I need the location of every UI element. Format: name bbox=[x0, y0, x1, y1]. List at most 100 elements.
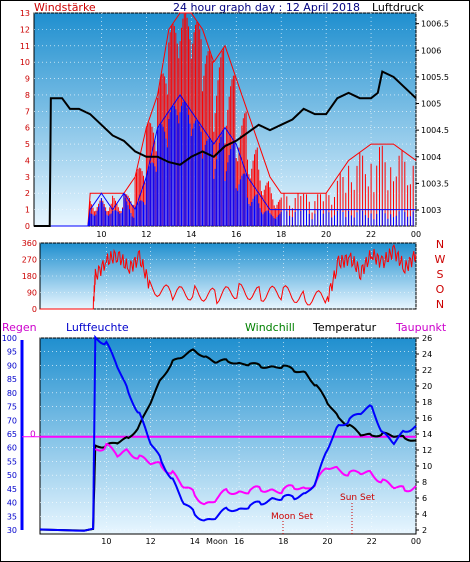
bottom-x-tick-label: 20 bbox=[322, 537, 332, 546]
bottom-x-moon-label: Moon bbox=[206, 537, 228, 546]
direction-series bbox=[40, 243, 417, 310]
wind-tick-label: 8 bbox=[25, 91, 30, 100]
wind-tick-label: 3 bbox=[25, 173, 30, 182]
wind-panel-x-ticks: 10 12 14 16 18 20 22 00 bbox=[96, 230, 421, 239]
wind-tick-label: 7 bbox=[25, 107, 30, 116]
wind-tick-label: 9 bbox=[25, 75, 30, 84]
wind-avg-series bbox=[34, 94, 416, 227]
temperature-tick-label: 6 bbox=[422, 494, 427, 503]
pressure-tick-label: 1004 bbox=[421, 153, 441, 162]
humidity-tick-label: 65 bbox=[7, 430, 17, 439]
temperature-tick-label: 8 bbox=[422, 478, 427, 487]
pressure-tick-label: 1003.5 bbox=[421, 179, 449, 188]
pressure-tick-label: 1005.5 bbox=[421, 73, 449, 82]
pressure-tick-label: 1005 bbox=[421, 100, 441, 109]
humidity-tick-label: 45 bbox=[7, 485, 17, 494]
humidity-tick-label: 85 bbox=[7, 375, 17, 384]
chart-title: 24 hour graph day : 12 April 2018 bbox=[173, 1, 360, 14]
wind-tick-label: 2 bbox=[25, 189, 30, 198]
direction-panel-grid bbox=[40, 242, 417, 310]
direction-letter: W bbox=[435, 253, 446, 266]
legend-regen: Regen bbox=[2, 321, 37, 334]
wind-x-tick-label: 22 bbox=[366, 230, 376, 239]
wind-panel-series bbox=[34, 12, 417, 227]
wind-x-tick-label: 18 bbox=[276, 230, 286, 239]
wind-tick-label: 13 bbox=[20, 9, 30, 18]
humidity-tick-label: 35 bbox=[7, 512, 17, 521]
wind-gust-series bbox=[34, 12, 417, 227]
bottom-panel-series bbox=[22, 334, 417, 532]
direction-axis-ticks: 0 90 180 270 360 bbox=[22, 239, 37, 314]
temperature-tick-label: 26 bbox=[422, 334, 432, 343]
humidity-tick-label: 70 bbox=[7, 416, 17, 425]
direction-tick-label: 90 bbox=[27, 289, 37, 298]
direction-letter: N bbox=[436, 298, 444, 311]
pressure-axis-ticks: 1003 1003.5 1004 1004.5 1005 1005.5 1006 1006.5 bbox=[416, 20, 449, 215]
wind-x-tick-label: 14 bbox=[186, 230, 196, 239]
legend-luftfeuchte: Luftfeuchte bbox=[66, 321, 129, 334]
direction-series bbox=[40, 243, 417, 310]
bottom-x-tick-label: 18 bbox=[278, 537, 288, 546]
humidity-tick-label: 100 bbox=[2, 334, 17, 343]
bottom-x-tick-label: 22 bbox=[367, 537, 377, 546]
temperature-tick-label: 24 bbox=[422, 350, 432, 359]
temperature-tick-label: 20 bbox=[422, 382, 432, 391]
wind-x-tick-label: 10 bbox=[96, 230, 106, 239]
legend-taupunkt: Taupunkt bbox=[395, 321, 447, 334]
temperature-tick-label: 4 bbox=[422, 510, 427, 519]
wind-tick-label: 0 bbox=[25, 222, 30, 231]
temperature-tick-label: 14 bbox=[422, 430, 432, 439]
pressure-tick-label: 1006 bbox=[421, 46, 441, 55]
wind-tick-label: 1 bbox=[25, 206, 30, 215]
wind-tick-label: 11 bbox=[20, 42, 30, 51]
pressure-axis-title: Luftdruck bbox=[372, 1, 424, 14]
dewpoint-series bbox=[94, 442, 417, 506]
bottom-x-tick-label: 10 bbox=[101, 537, 111, 546]
direction-tick-label: 180 bbox=[22, 272, 37, 281]
direction-letter: O bbox=[436, 283, 445, 296]
wind-tick-label: 10 bbox=[20, 58, 30, 67]
bottom-x-tick-label: 12 bbox=[145, 537, 155, 546]
wind-tick-label: 6 bbox=[25, 124, 30, 133]
temperature-tick-label: 10 bbox=[422, 462, 432, 471]
temperature-tick-label: 22 bbox=[422, 366, 432, 375]
pressure-tick-label: 1006.5 bbox=[421, 20, 449, 29]
temperature-tick-label: 18 bbox=[422, 398, 432, 407]
pressure-series bbox=[34, 70, 417, 227]
wind-tick-label: 4 bbox=[25, 156, 30, 165]
wind-x-tick-label: 12 bbox=[141, 230, 151, 239]
direction-letter: S bbox=[437, 268, 444, 281]
wind-tick-label: 5 bbox=[25, 140, 30, 149]
legend-windchill: Windchill bbox=[245, 321, 295, 334]
humidity-tick-label: 50 bbox=[7, 471, 17, 480]
humidity-tick-label: 60 bbox=[7, 444, 17, 453]
sun-set-label: Sun Set bbox=[340, 493, 375, 503]
humidity-tick-label: 55 bbox=[7, 457, 17, 466]
direction-tick-label: 360 bbox=[22, 239, 37, 248]
humidity-tick-label: 80 bbox=[7, 389, 17, 398]
bottom-x-tick-label: 00 bbox=[411, 537, 421, 546]
temperature-tick-label: 2 bbox=[422, 526, 427, 535]
humidity-axis-ticks: 30 35 40 45 50 55 60 65 70 75 80 85 90 95 100 bbox=[2, 334, 17, 535]
humidity-tick-label: 30 bbox=[7, 526, 17, 535]
humidity-series bbox=[39, 334, 417, 532]
moon-set-label: Moon Set bbox=[271, 512, 314, 522]
bottom-x-tick-label: 16 bbox=[234, 537, 244, 546]
bottom-x-tick-label: 14 bbox=[190, 537, 200, 546]
wind-x-tick-label: 16 bbox=[231, 230, 241, 239]
humidity-tick-label: 75 bbox=[7, 403, 17, 412]
direction-tick-label: 270 bbox=[22, 256, 37, 265]
wind-x-tick-label: 20 bbox=[321, 230, 331, 239]
wind-tick-label: 12 bbox=[20, 25, 30, 34]
pressure-tick-label: 1003 bbox=[421, 206, 441, 215]
temperature-tick-label: 12 bbox=[422, 446, 432, 455]
wind-x-tick-label: 00 bbox=[411, 230, 421, 239]
pressure-tick-label: 1004.5 bbox=[421, 126, 449, 135]
bottom-panel-x-ticks: 10 12 14 16 18 20 22 00 Moon bbox=[101, 537, 421, 546]
